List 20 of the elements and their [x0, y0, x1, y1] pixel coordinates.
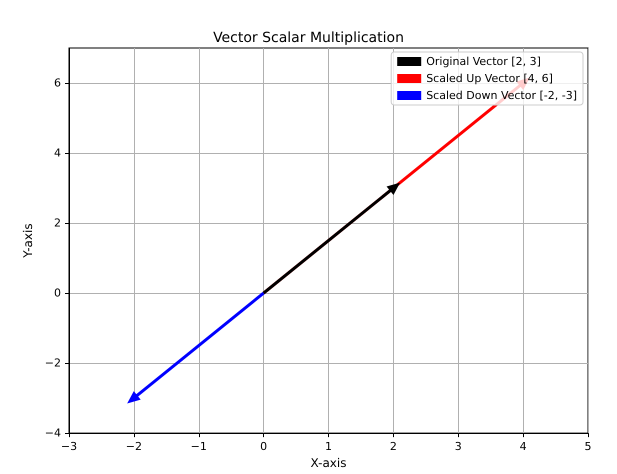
x-tick-label: 0 — [260, 440, 268, 454]
x-tick-label: 2 — [390, 440, 397, 454]
y-tick-label: −2 — [44, 356, 61, 370]
y-tick-label: −4 — [44, 426, 61, 440]
y-tick-label: 6 — [54, 76, 61, 90]
x-tick-label: 4 — [520, 440, 527, 454]
x-tick-label: 1 — [325, 440, 332, 454]
x-tick-label: −1 — [190, 440, 207, 454]
y-tick-label: 0 — [54, 286, 61, 300]
chart-title: Vector Scalar Multiplication — [213, 30, 404, 46]
legend-label: Scaled Down Vector [-2, -3] — [426, 89, 578, 102]
x-axis-title: X-axis — [310, 456, 346, 470]
legend-label: Original Vector [2, 3] — [426, 55, 541, 68]
y-axis-title: Y-axis — [20, 223, 35, 259]
y-tick-label: 2 — [54, 216, 61, 230]
y-tick-label: 4 — [54, 146, 61, 160]
x-tick-label: −3 — [60, 440, 78, 454]
x-tick-label: 3 — [454, 440, 462, 454]
x-tick-label: 5 — [584, 440, 592, 454]
x-tick-label: −2 — [126, 440, 142, 454]
